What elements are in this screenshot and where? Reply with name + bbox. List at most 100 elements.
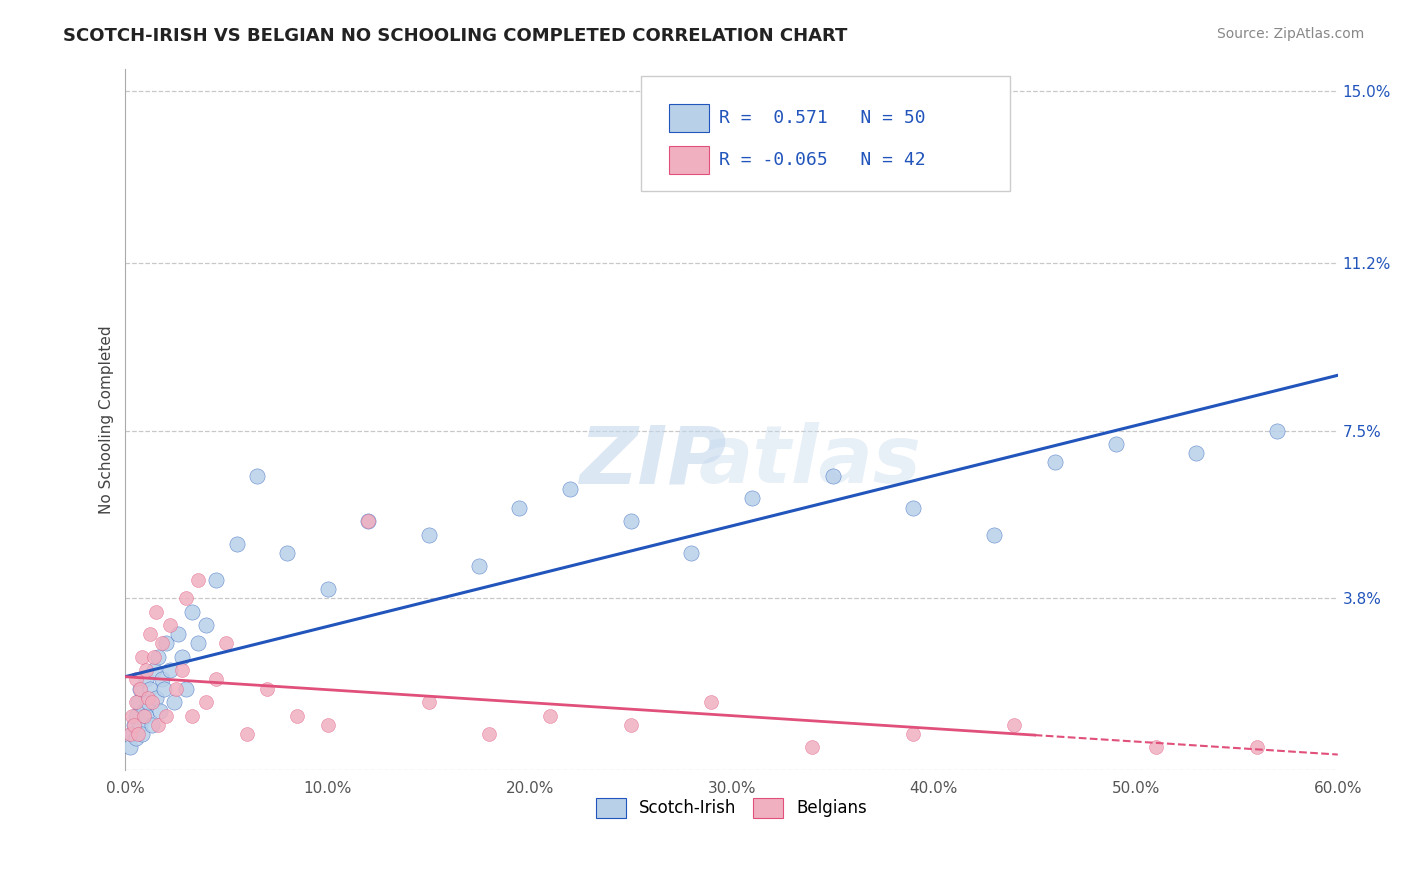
Point	[159, 664, 181, 678]
Point	[170, 664, 193, 678]
FancyBboxPatch shape	[641, 76, 1011, 191]
Point	[141, 717, 163, 731]
Point	[159, 618, 181, 632]
Point	[187, 573, 209, 587]
Point	[118, 740, 141, 755]
Point	[153, 681, 176, 696]
Point	[135, 673, 157, 687]
Text: SCOTCH-IRISH VS BELGIAN NO SCHOOLING COMPLETED CORRELATION CHART: SCOTCH-IRISH VS BELGIAN NO SCHOOLING COM…	[63, 27, 848, 45]
Point	[150, 636, 173, 650]
Point	[205, 673, 228, 687]
Point	[132, 704, 155, 718]
Point	[681, 546, 703, 560]
Point	[205, 573, 228, 587]
Point	[174, 591, 197, 605]
Point	[508, 500, 530, 515]
Point	[181, 708, 204, 723]
Point	[620, 717, 643, 731]
Point	[128, 681, 150, 696]
FancyBboxPatch shape	[669, 104, 709, 132]
Point	[225, 537, 247, 551]
Point	[558, 483, 581, 497]
Point	[149, 704, 172, 718]
Point	[146, 717, 169, 731]
Point	[124, 695, 146, 709]
Point	[138, 681, 160, 696]
Point	[121, 727, 143, 741]
Point	[122, 717, 145, 731]
Point	[418, 527, 440, 541]
Point	[124, 708, 146, 723]
Point	[165, 681, 187, 696]
Point	[538, 708, 561, 723]
Point	[127, 695, 149, 709]
Point	[181, 605, 204, 619]
Point	[155, 708, 177, 723]
Point	[124, 731, 146, 746]
Point	[620, 514, 643, 528]
Point	[170, 649, 193, 664]
Point	[316, 717, 339, 731]
Point	[135, 708, 157, 723]
Text: R = -0.065   N = 42: R = -0.065 N = 42	[720, 152, 927, 169]
Point	[741, 491, 763, 506]
Point	[131, 649, 153, 664]
Text: atlas: atlas	[699, 422, 922, 500]
Point	[903, 500, 925, 515]
FancyBboxPatch shape	[669, 146, 709, 175]
Point	[276, 546, 298, 560]
Point	[141, 695, 163, 709]
Point	[128, 681, 150, 696]
Point	[316, 582, 339, 596]
Point	[150, 673, 173, 687]
Point	[132, 708, 155, 723]
Point	[195, 618, 218, 632]
Point	[142, 649, 165, 664]
Point	[118, 727, 141, 741]
Point	[357, 514, 380, 528]
Point	[256, 681, 278, 696]
Point	[418, 695, 440, 709]
Point	[174, 681, 197, 696]
Point	[122, 717, 145, 731]
Point	[700, 695, 723, 709]
Point	[903, 727, 925, 741]
Point	[1246, 740, 1268, 755]
Point	[1185, 446, 1208, 460]
Point	[145, 605, 167, 619]
Point	[195, 695, 218, 709]
Point	[127, 727, 149, 741]
Point	[142, 664, 165, 678]
Point	[121, 708, 143, 723]
Text: R =  0.571   N = 50: R = 0.571 N = 50	[720, 110, 927, 128]
Point	[821, 468, 844, 483]
Point	[1265, 424, 1288, 438]
Point	[187, 636, 209, 650]
Text: ZIP: ZIP	[579, 422, 727, 500]
Point	[128, 717, 150, 731]
Point	[146, 649, 169, 664]
Point	[357, 514, 380, 528]
Point	[167, 627, 190, 641]
Point	[155, 636, 177, 650]
Point	[468, 559, 491, 574]
Y-axis label: No Schooling Completed: No Schooling Completed	[100, 325, 114, 514]
Point	[1144, 740, 1167, 755]
Point	[285, 708, 308, 723]
Point	[135, 664, 157, 678]
Point	[1043, 455, 1066, 469]
Point	[131, 727, 153, 741]
Point	[1104, 437, 1126, 451]
Point	[246, 468, 269, 483]
Point	[136, 695, 159, 709]
Point	[215, 636, 238, 650]
Point	[124, 673, 146, 687]
Point	[983, 527, 1005, 541]
Point	[138, 627, 160, 641]
Point	[235, 727, 257, 741]
Point	[163, 695, 186, 709]
Point	[136, 690, 159, 705]
Legend: Scotch-Irish, Belgians: Scotch-Irish, Belgians	[589, 791, 875, 825]
Point	[801, 740, 824, 755]
Text: Source: ZipAtlas.com: Source: ZipAtlas.com	[1216, 27, 1364, 41]
